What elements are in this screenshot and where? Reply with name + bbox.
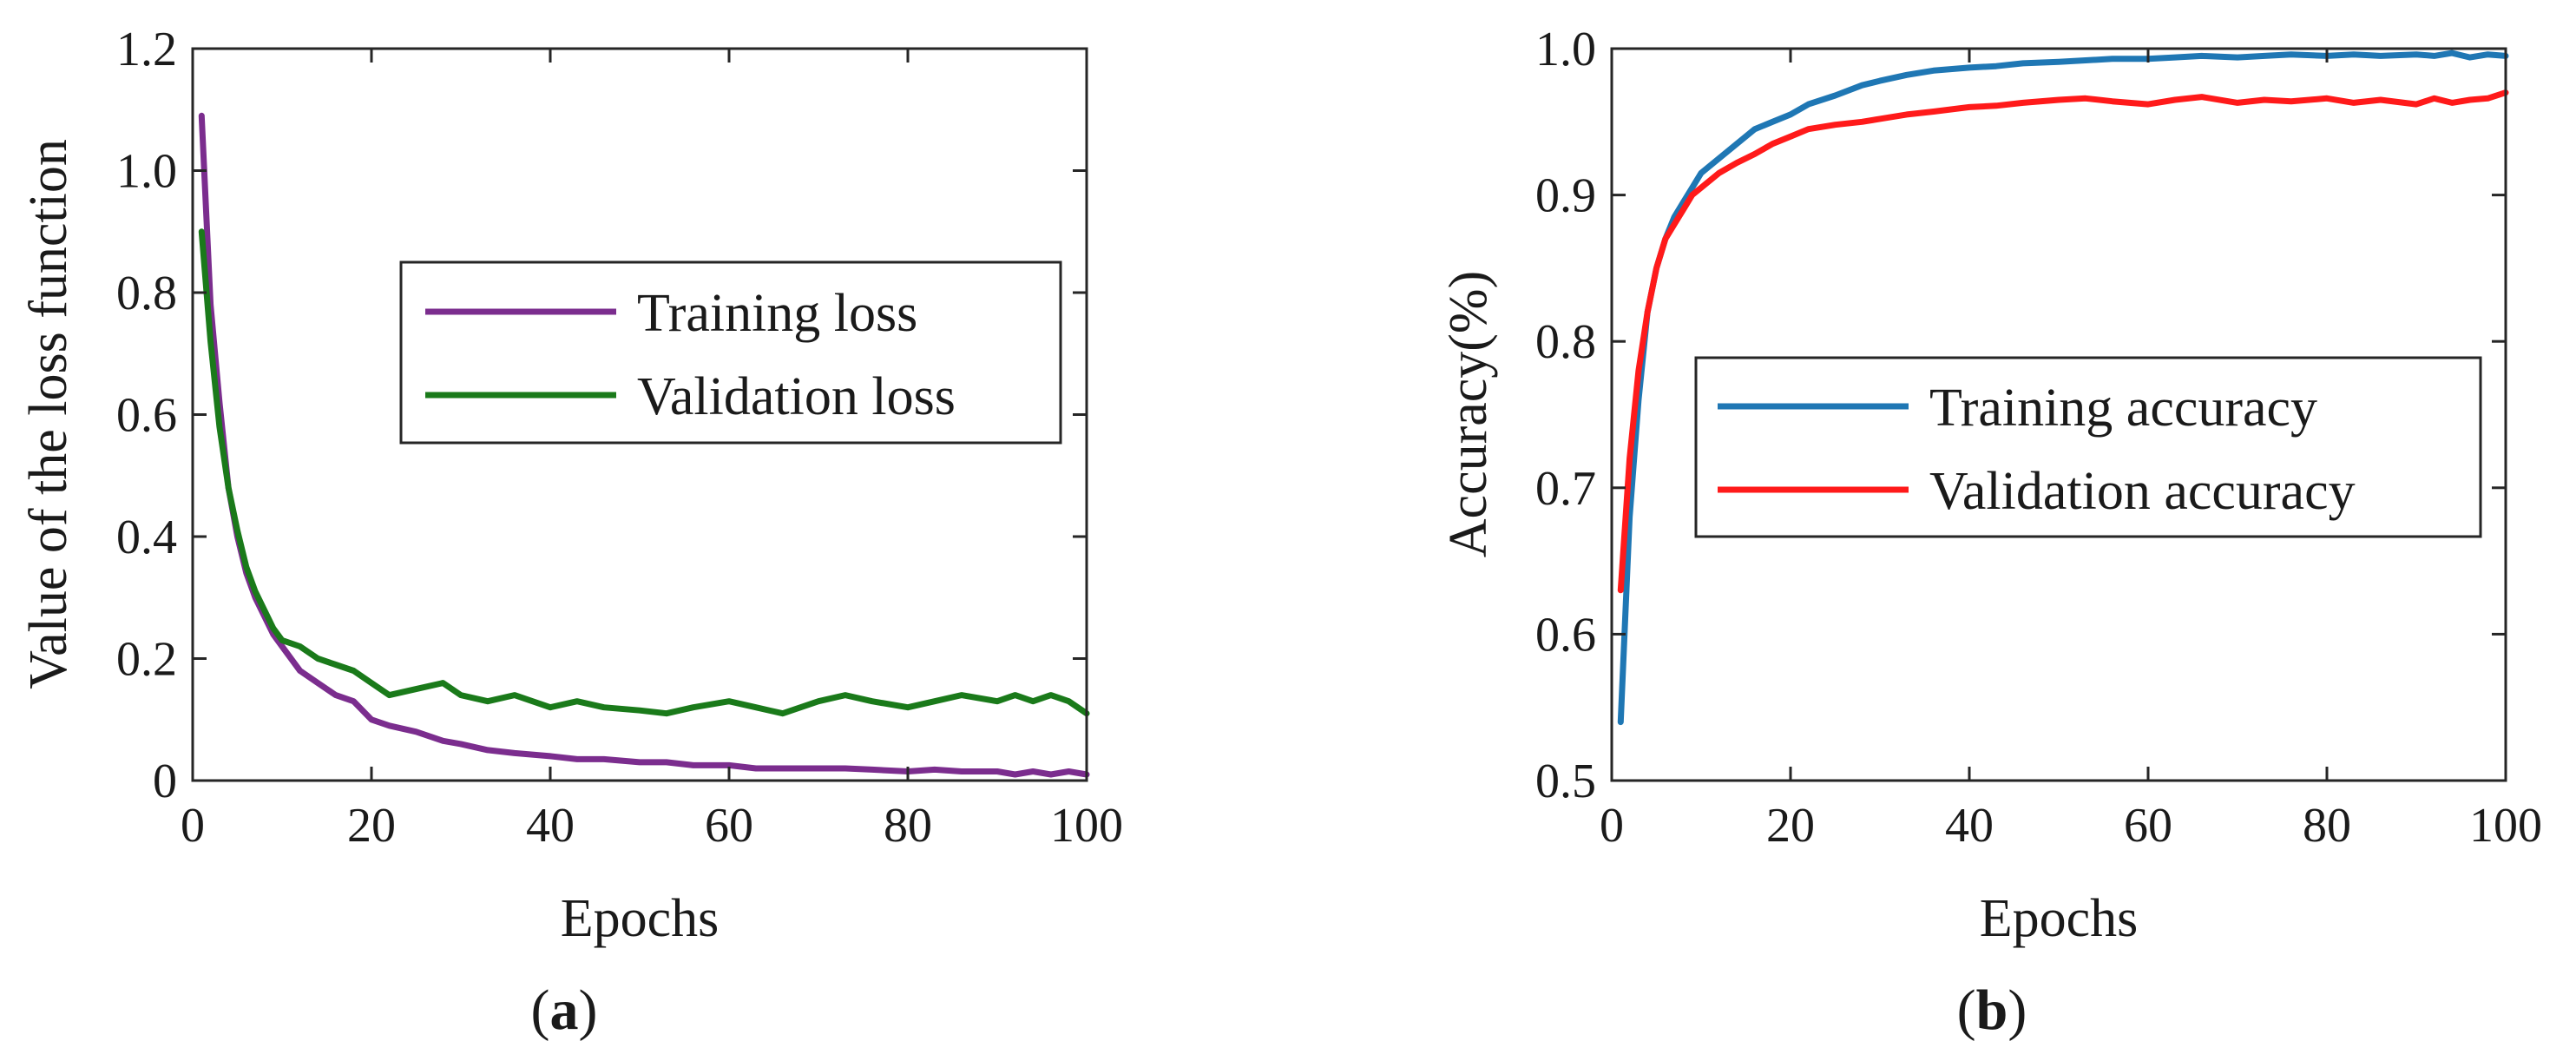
accuracy-series-line-validation — [1617, 89, 2509, 594]
accuracy-y-tick-label: 0.5 — [1535, 755, 1596, 808]
loss-legend: Training loss Validation loss — [399, 260, 1062, 445]
loss-y-tick-label: 1.0 — [116, 145, 177, 199]
loss-y-tick-label: 0.4 — [116, 511, 177, 564]
accuracy-y-tick-label: 0.7 — [1535, 462, 1596, 516]
accuracy-legend-label-training: Training accuracy — [1929, 379, 2317, 438]
accuracy-x-tick-label: 20 — [1766, 799, 1815, 853]
panel-a-label-close: ) — [579, 979, 598, 1042]
accuracy-x-axis-label: Epochs — [1980, 889, 2139, 948]
accuracy-x-tick-label: 80 — [2303, 799, 2351, 853]
loss-y-tick-label: 1.2 — [116, 23, 177, 76]
panel-b-label: (b) — [1957, 979, 2027, 1042]
loss-y-tick-label: 0.8 — [116, 267, 177, 320]
accuracy-legend: Training accuracy Validation accuracy — [1694, 356, 2482, 538]
loss-series-line-validation — [198, 228, 1090, 717]
accuracy-x-tick-label: 40 — [1945, 799, 1994, 853]
panel-a-label-open: ( — [531, 979, 550, 1042]
loss-x-axis-label: Epochs — [561, 889, 720, 948]
panel-a-label: (a) — [531, 979, 598, 1042]
loss-x-tick-label: 60 — [705, 799, 753, 853]
panel-b-label-close: ) — [2008, 979, 2027, 1042]
loss-x-tick-label: 40 — [526, 799, 575, 853]
loss-legend-label-validation: Validation loss — [637, 367, 956, 426]
loss-y-tick-label: 0.6 — [116, 389, 177, 443]
accuracy-x-tick-label: 0 — [1600, 799, 1624, 853]
loss-x-tick-label: 20 — [347, 799, 396, 853]
accuracy-y-tick-label: 0.9 — [1535, 169, 1596, 223]
panel-b-label-letter: b — [1976, 979, 2008, 1042]
loss-legend-box — [399, 260, 1062, 445]
accuracy-chart: 0 20 40 60 80 100 0.5 0.6 0.7 0.8 0.9 1.0 Epochs Ac… — [1439, 23, 2542, 1042]
loss-y-tick-label: 0 — [153, 755, 177, 808]
accuracy-x-tick-label: 60 — [2124, 799, 2172, 853]
loss-chart: 0 20 40 60 80 100 0 0.2 0.4 0.6 0.8 1.0 1.2 Epochs V… — [19, 23, 1123, 1042]
loss-axis-ticks: 0 20 40 60 80 100 0 0.2 0.4 0.6 0.8 1.0 1.2 — [116, 23, 1123, 853]
loss-x-tick-label: 100 — [1050, 799, 1123, 853]
accuracy-y-axis-label: Accuracy(%) — [1439, 271, 1498, 557]
loss-y-axis-label: Value of the loss function — [19, 139, 78, 689]
accuracy-series-group — [1617, 49, 2509, 726]
loss-y-tick-label: 0.2 — [116, 633, 177, 687]
accuracy-y-tick-label: 0.6 — [1535, 608, 1596, 662]
loss-series-line-training — [198, 112, 1090, 778]
loss-x-tick-label: 0 — [181, 799, 205, 853]
accuracy-series-line-training — [1617, 49, 2509, 726]
loss-x-tick-label: 80 — [884, 799, 932, 853]
panel-b-label-open: ( — [1957, 979, 1976, 1042]
accuracy-y-tick-label: 1.0 — [1535, 23, 1596, 76]
accuracy-legend-label-validation: Validation accuracy — [1929, 462, 2356, 521]
accuracy-legend-box — [1694, 356, 2482, 538]
accuracy-plot-frame — [1610, 47, 2507, 782]
loss-legend-label-training: Training loss — [637, 284, 917, 343]
loss-series-group — [198, 112, 1090, 778]
accuracy-x-tick-label: 100 — [2469, 799, 2542, 853]
accuracy-axis-ticks: 0 20 40 60 80 100 0.5 0.6 0.7 0.8 0.9 1.0 — [1535, 23, 2542, 853]
accuracy-y-tick-label: 0.8 — [1535, 315, 1596, 369]
panel-a-label-letter: a — [550, 979, 579, 1042]
